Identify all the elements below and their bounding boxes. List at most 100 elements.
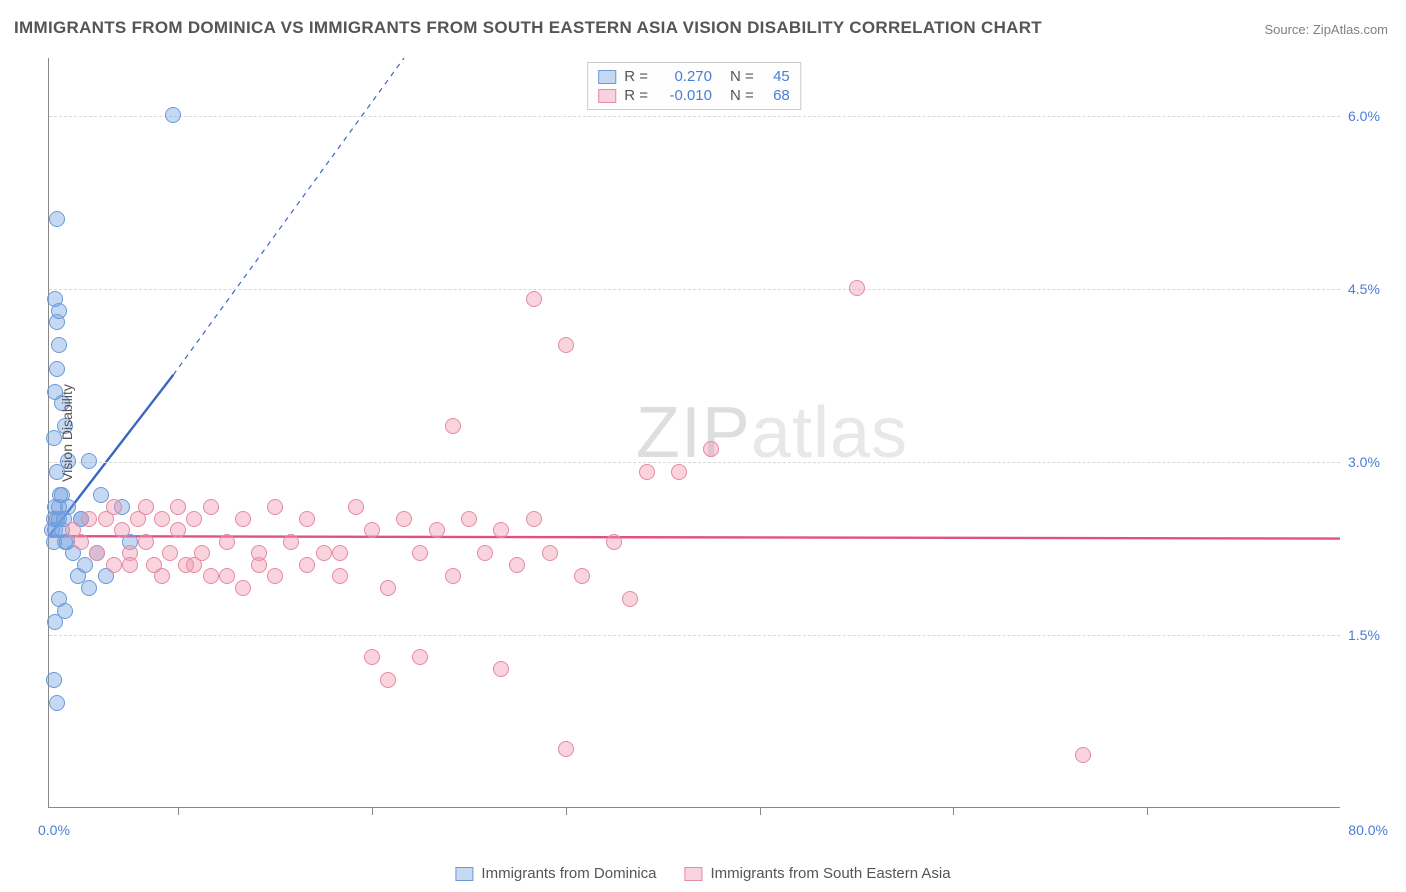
gridline — [49, 289, 1340, 290]
data-point — [671, 464, 687, 480]
data-point — [235, 511, 251, 527]
data-point — [81, 580, 97, 596]
data-point — [412, 545, 428, 561]
data-point — [81, 453, 97, 469]
data-point — [412, 649, 428, 665]
x-tick — [178, 807, 179, 815]
x-tick — [566, 807, 567, 815]
data-point — [542, 545, 558, 561]
y-tick-label: 3.0% — [1348, 454, 1380, 470]
data-point — [186, 557, 202, 573]
data-point — [203, 568, 219, 584]
legend-label: Immigrants from Dominica — [481, 865, 656, 882]
trend-lines — [49, 58, 1340, 807]
data-point — [122, 557, 138, 573]
data-point — [445, 418, 461, 434]
data-point — [558, 741, 574, 757]
data-point — [165, 107, 181, 123]
data-point — [332, 568, 348, 584]
data-point — [235, 580, 251, 596]
data-point — [526, 511, 542, 527]
plot-area: ZIPatlas — [48, 58, 1340, 808]
data-point — [332, 545, 348, 561]
data-point — [114, 522, 130, 538]
legend-swatch — [455, 867, 473, 881]
data-point — [93, 487, 109, 503]
gridline — [49, 462, 1340, 463]
y-tick-label: 6.0% — [1348, 108, 1380, 124]
data-point — [47, 291, 63, 307]
data-point — [477, 545, 493, 561]
data-point — [51, 337, 67, 353]
data-point — [509, 557, 525, 573]
data-point — [348, 499, 364, 515]
chart-title: IMMIGRANTS FROM DOMINICA VS IMMIGRANTS F… — [14, 18, 1042, 38]
data-point — [461, 511, 477, 527]
data-point — [526, 291, 542, 307]
data-point — [299, 511, 315, 527]
data-point — [558, 337, 574, 353]
data-point — [203, 499, 219, 515]
legend-item: Immigrants from Dominica — [455, 865, 656, 882]
y-axis-label: Vision Disability — [59, 384, 75, 482]
data-point — [52, 487, 68, 503]
data-point — [574, 568, 590, 584]
data-point — [138, 534, 154, 550]
data-point — [219, 534, 235, 550]
data-point — [73, 534, 89, 550]
data-point — [283, 534, 299, 550]
y-tick-label: 4.5% — [1348, 281, 1380, 297]
data-point — [445, 568, 461, 584]
data-point — [138, 499, 154, 515]
data-point — [154, 568, 170, 584]
source-attribution: Source: ZipAtlas.com — [1264, 22, 1388, 37]
series-legend: Immigrants from Dominica Immigrants from … — [455, 865, 950, 882]
legend-item: Immigrants from South Eastern Asia — [684, 865, 950, 882]
data-point — [170, 499, 186, 515]
data-point — [154, 511, 170, 527]
x-tick — [760, 807, 761, 815]
data-point — [267, 499, 283, 515]
data-point — [703, 441, 719, 457]
correlation-stat-box: R =0.270N =45R =-0.010N =68 — [587, 62, 801, 110]
data-point — [77, 557, 93, 573]
data-point — [49, 361, 65, 377]
data-point — [380, 580, 396, 596]
data-point — [299, 557, 315, 573]
stat-row: R =-0.010N =68 — [598, 86, 790, 105]
x-axis-min-label: 0.0% — [38, 822, 70, 838]
data-point — [380, 672, 396, 688]
legend-swatch — [684, 867, 702, 881]
x-axis-max-label: 80.0% — [1348, 822, 1388, 838]
data-point — [219, 568, 235, 584]
x-tick — [1147, 807, 1148, 815]
series-swatch — [598, 70, 616, 84]
data-point — [81, 511, 97, 527]
data-point — [89, 545, 105, 561]
data-point — [47, 614, 63, 630]
data-point — [639, 464, 655, 480]
data-point — [364, 649, 380, 665]
data-point — [49, 211, 65, 227]
data-point — [429, 522, 445, 538]
data-point — [849, 280, 865, 296]
data-point — [251, 545, 267, 561]
data-point — [493, 661, 509, 677]
x-tick — [372, 807, 373, 815]
data-point — [186, 511, 202, 527]
data-point — [622, 591, 638, 607]
series-swatch — [598, 89, 616, 103]
data-point — [316, 545, 332, 561]
data-point — [106, 557, 122, 573]
data-point — [396, 511, 412, 527]
stat-row: R =0.270N =45 — [598, 67, 790, 86]
data-point — [170, 522, 186, 538]
legend-label: Immigrants from South Eastern Asia — [710, 865, 950, 882]
data-point — [49, 695, 65, 711]
chart-plot: ZIPatlas Vision Disability 0.0% 80.0% R … — [48, 58, 1340, 808]
data-point — [46, 672, 62, 688]
data-point — [364, 522, 380, 538]
data-point — [106, 499, 122, 515]
data-point — [162, 545, 178, 561]
data-point — [267, 568, 283, 584]
